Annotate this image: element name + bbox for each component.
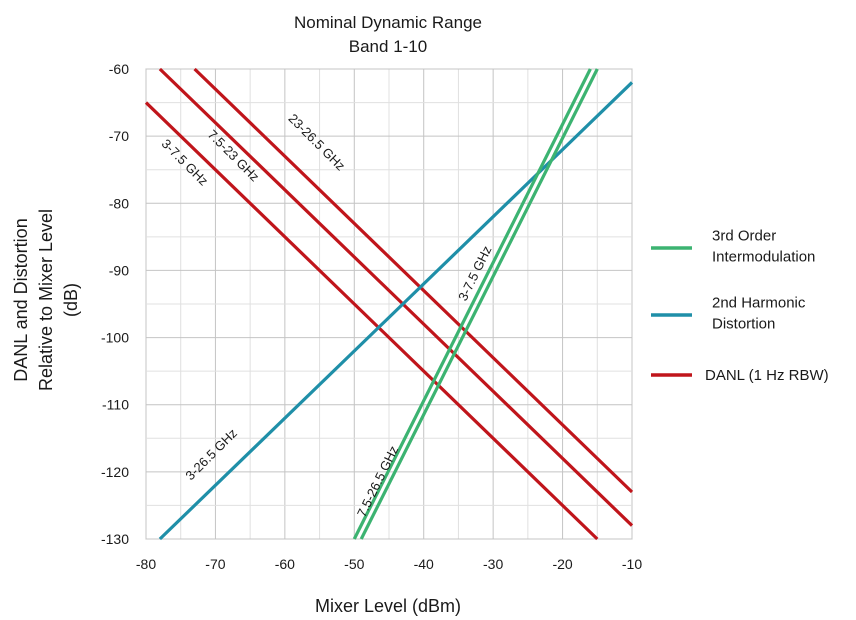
legend-item: 3rd Order Intermodulation	[651, 228, 815, 266]
series-line-danl-1-hz-rbw-2	[193, 67, 634, 494]
legend-label: 2nd Harmonic	[712, 295, 806, 312]
chart-title: Nominal Dynamic Range Band 1-10	[294, 13, 482, 56]
series-line-3rd-order-intermodulation-4	[352, 68, 592, 540]
legend-label: DANL (1 Hz RBW)	[705, 367, 829, 384]
legend: 3rd Order Intermodulation 2nd Harmonic Dist…	[651, 228, 829, 384]
x-tick-label: -70	[205, 556, 225, 572]
legend-label: 3rd Order	[712, 228, 776, 245]
series-line-3rd-order-intermodulation-5	[359, 68, 599, 540]
chart-title-line-2: Band 1-10	[349, 37, 427, 56]
series-lines	[144, 67, 634, 541]
legend-item: 2nd Harmonic Distortion	[651, 295, 806, 333]
x-tick-label: -50	[344, 556, 364, 572]
y-axis-label-line-2: Relative to Mixer Level	[36, 209, 56, 391]
x-tick-label: -10	[622, 556, 642, 572]
x-tick-label: -40	[414, 556, 434, 572]
grid	[145, 68, 633, 540]
x-tick-label: -20	[552, 556, 572, 572]
legend-label: Distortion	[712, 316, 775, 333]
x-tick-label: -60	[275, 556, 295, 572]
x-tick-label: -80	[136, 556, 156, 572]
y-tick-label: -70	[109, 128, 129, 144]
x-tick-label: -30	[483, 556, 503, 572]
y-tick-label: -110	[102, 397, 129, 413]
y-axis-label-line-3: (dB)	[61, 283, 81, 317]
y-tick-label: -80	[109, 195, 129, 211]
series-line-danl-1-hz-rbw-0	[144, 101, 599, 541]
y-tick-label: -120	[101, 464, 129, 480]
y-tick-label: -90	[109, 262, 129, 278]
y-tick-label: -100	[101, 330, 129, 346]
y-axis-ticks: -60 -70 -80 -90 -100 -110 -120 -130	[101, 61, 129, 547]
legend-item: DANL (1 Hz RBW)	[651, 367, 829, 384]
y-tick-label: -130	[101, 531, 129, 547]
legend-label: Intermodulation	[712, 249, 815, 266]
chart-title-line-1: Nominal Dynamic Range	[294, 13, 482, 32]
x-axis-ticks: -80 -70 -60 -50 -40 -30 -20 -10	[136, 556, 642, 572]
y-axis-label-line-1: DANL and Distortion	[11, 218, 31, 381]
y-tick-label: -60	[109, 61, 129, 77]
series-line-danl-1-hz-rbw-1	[158, 67, 634, 527]
x-axis-label: Mixer Level (dBm)	[315, 596, 461, 616]
y-axis-label: DANL and Distortion Relative to Mixer Le…	[11, 209, 81, 391]
